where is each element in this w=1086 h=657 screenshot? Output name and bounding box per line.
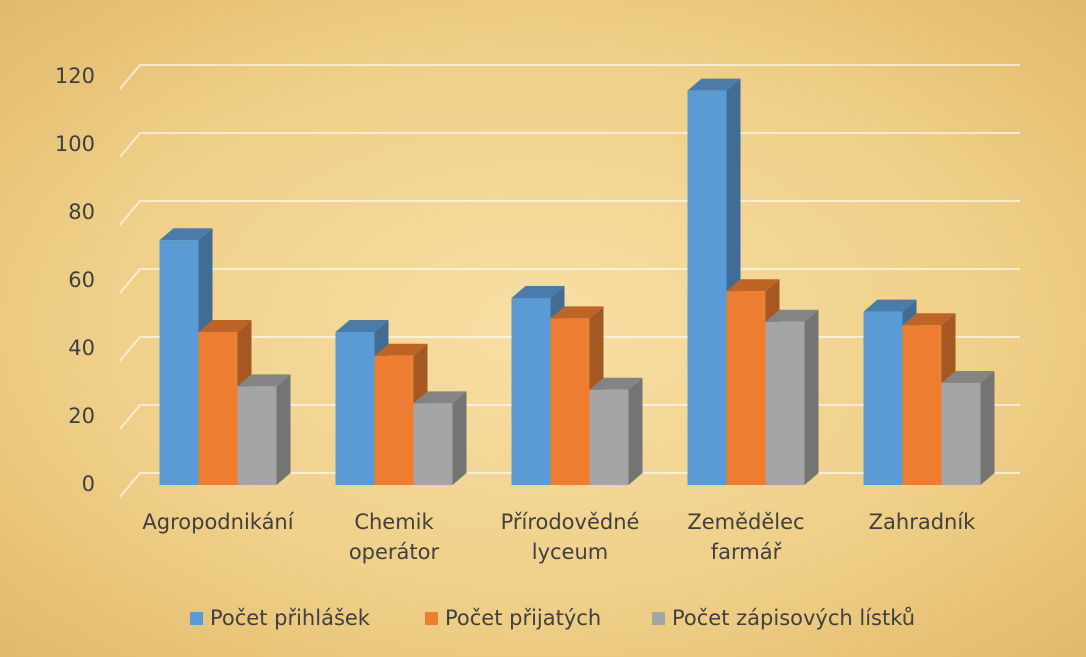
bar-top	[550, 306, 604, 319]
bar-top	[335, 320, 389, 332]
bar-side	[452, 391, 467, 485]
bar-top	[765, 309, 819, 322]
grid-line	[119, 132, 1020, 158]
bar-top	[198, 320, 252, 332]
bar	[687, 90, 727, 485]
bar	[335, 332, 375, 485]
x-tick-label: Zemědělec farmář	[687, 510, 805, 564]
bar	[902, 325, 942, 485]
bar-top	[687, 78, 741, 91]
legend-label: Počet zápisových lístků	[672, 606, 915, 630]
bar	[237, 386, 277, 485]
bar-top	[589, 377, 643, 390]
bar-top	[374, 343, 428, 356]
bar	[374, 355, 414, 485]
bar	[413, 403, 453, 485]
bar	[550, 318, 590, 485]
legend-label: Počet přihlášek	[210, 606, 371, 630]
grid-line	[119, 268, 1020, 294]
bar	[765, 321, 805, 485]
bar-top	[237, 374, 291, 387]
bar-side	[276, 374, 291, 485]
bar-top	[413, 391, 467, 404]
legend-swatch	[652, 612, 665, 625]
y-tick-label: 100	[55, 132, 95, 156]
y-tick-label: 20	[68, 404, 95, 428]
y-tick-label: 120	[55, 64, 95, 88]
legend-swatch	[190, 612, 203, 625]
bar-side	[980, 371, 995, 485]
legend-swatch	[425, 612, 438, 625]
bar-top	[159, 228, 213, 241]
legend-label: Počet přijatých	[445, 606, 601, 630]
bar-top	[941, 371, 995, 383]
bar	[198, 332, 238, 485]
bar-side	[804, 309, 819, 485]
bar-top	[511, 286, 565, 298]
bar-side	[628, 377, 643, 485]
bar	[589, 389, 629, 485]
bar	[726, 291, 766, 485]
bar	[941, 383, 981, 485]
bar	[159, 240, 199, 485]
bar-top	[863, 299, 917, 312]
x-tick-label: Agropodnikání	[142, 510, 294, 534]
grid-line	[119, 200, 1020, 226]
grid-line	[119, 64, 1020, 90]
x-tick-label: Chemik operátor	[348, 510, 440, 564]
x-tick-label: Přírodovědné lyceum	[500, 510, 640, 564]
y-tick-label: 0	[82, 472, 95, 496]
y-tick-label: 60	[68, 268, 95, 292]
bar-top	[902, 313, 956, 326]
y-tick-label: 80	[68, 200, 95, 224]
bar	[511, 298, 551, 485]
y-tick-label: 40	[68, 336, 95, 360]
x-tick-label: Zahradník	[868, 510, 976, 534]
bar-top	[726, 279, 780, 292]
bar	[863, 311, 903, 485]
